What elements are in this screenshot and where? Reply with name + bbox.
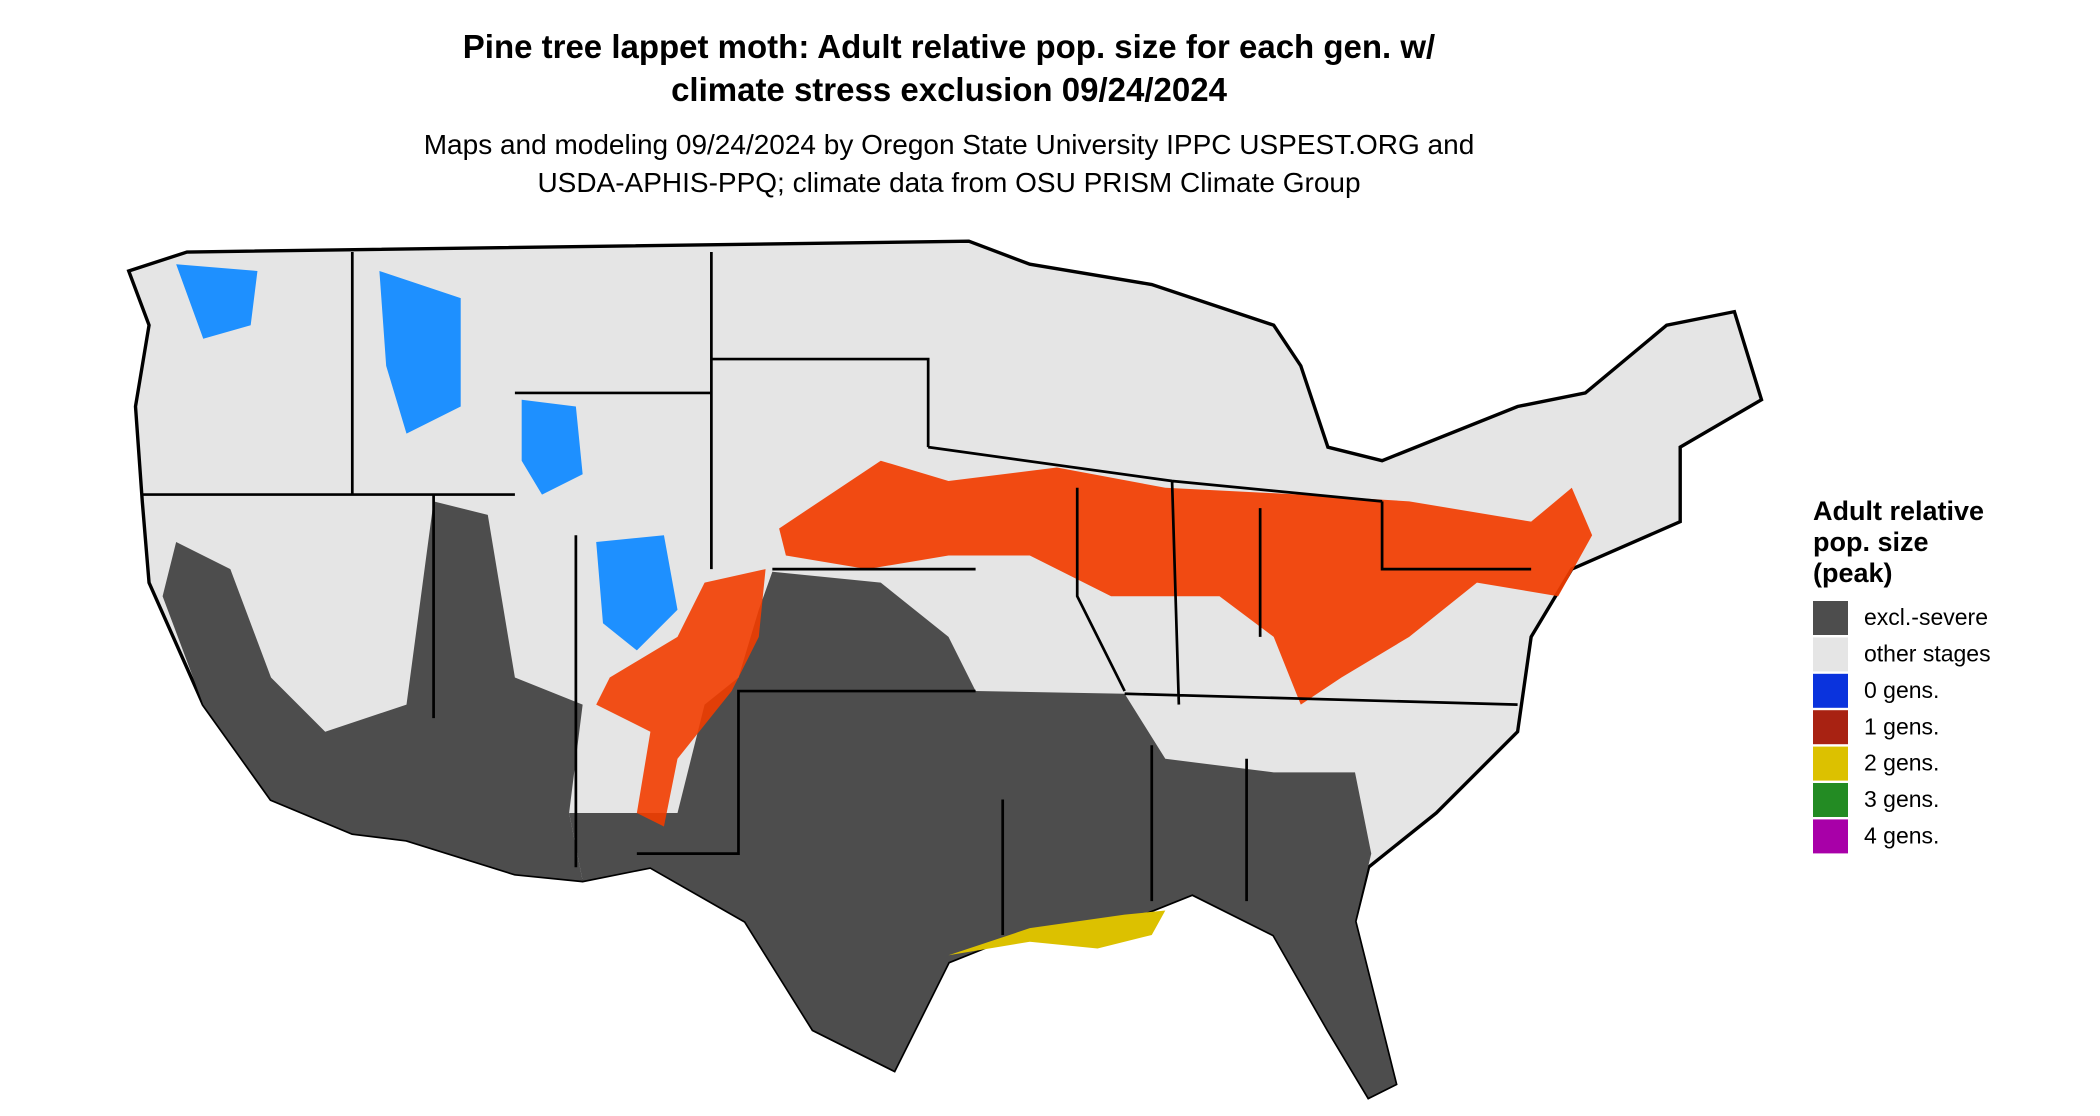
legend-label: excl.-severe <box>1864 604 1988 630</box>
legend-label: 2 gens. <box>1864 750 1939 776</box>
title-line: Pine tree lappet moth: Adult relative po… <box>463 28 1435 65</box>
subtitle-line: USDA-APHIS-PPQ; climate data from OSU PR… <box>537 167 1360 198</box>
excluded-south <box>569 571 1396 1098</box>
state-borders <box>142 252 1532 935</box>
subtitle-line: Maps and modeling 09/24/2024 by Oregon S… <box>424 129 1475 160</box>
legend-label: 0 gens. <box>1864 677 1939 703</box>
two-gen-coast <box>948 910 1166 956</box>
legend-label: 3 gens. <box>1864 786 1939 812</box>
legend-label: 4 gens. <box>1864 822 1939 848</box>
zero-gen-patches <box>176 264 678 651</box>
legend-swatch <box>1813 746 1848 781</box>
legend-label: 1 gens. <box>1864 713 1939 739</box>
legend-swatch <box>1813 710 1848 745</box>
legend-title: pop. size <box>1813 527 1929 557</box>
one-gen-band <box>779 460 1593 705</box>
title-line: climate stress exclusion 09/24/2024 <box>671 71 1228 108</box>
legend-swatch <box>1813 601 1848 635</box>
legend-swatch <box>1813 637 1848 672</box>
excluded-west <box>162 501 583 881</box>
legend-swatch <box>1813 819 1848 854</box>
one-gen-west <box>596 569 766 827</box>
legend-label: other stages <box>1864 640 1991 666</box>
legend-title: (peak) <box>1813 558 1893 588</box>
map <box>126 239 1764 1100</box>
legend-title: Adult relative <box>1813 496 1984 526</box>
legend-swatch <box>1813 783 1848 817</box>
legend-swatch <box>1813 673 1848 708</box>
